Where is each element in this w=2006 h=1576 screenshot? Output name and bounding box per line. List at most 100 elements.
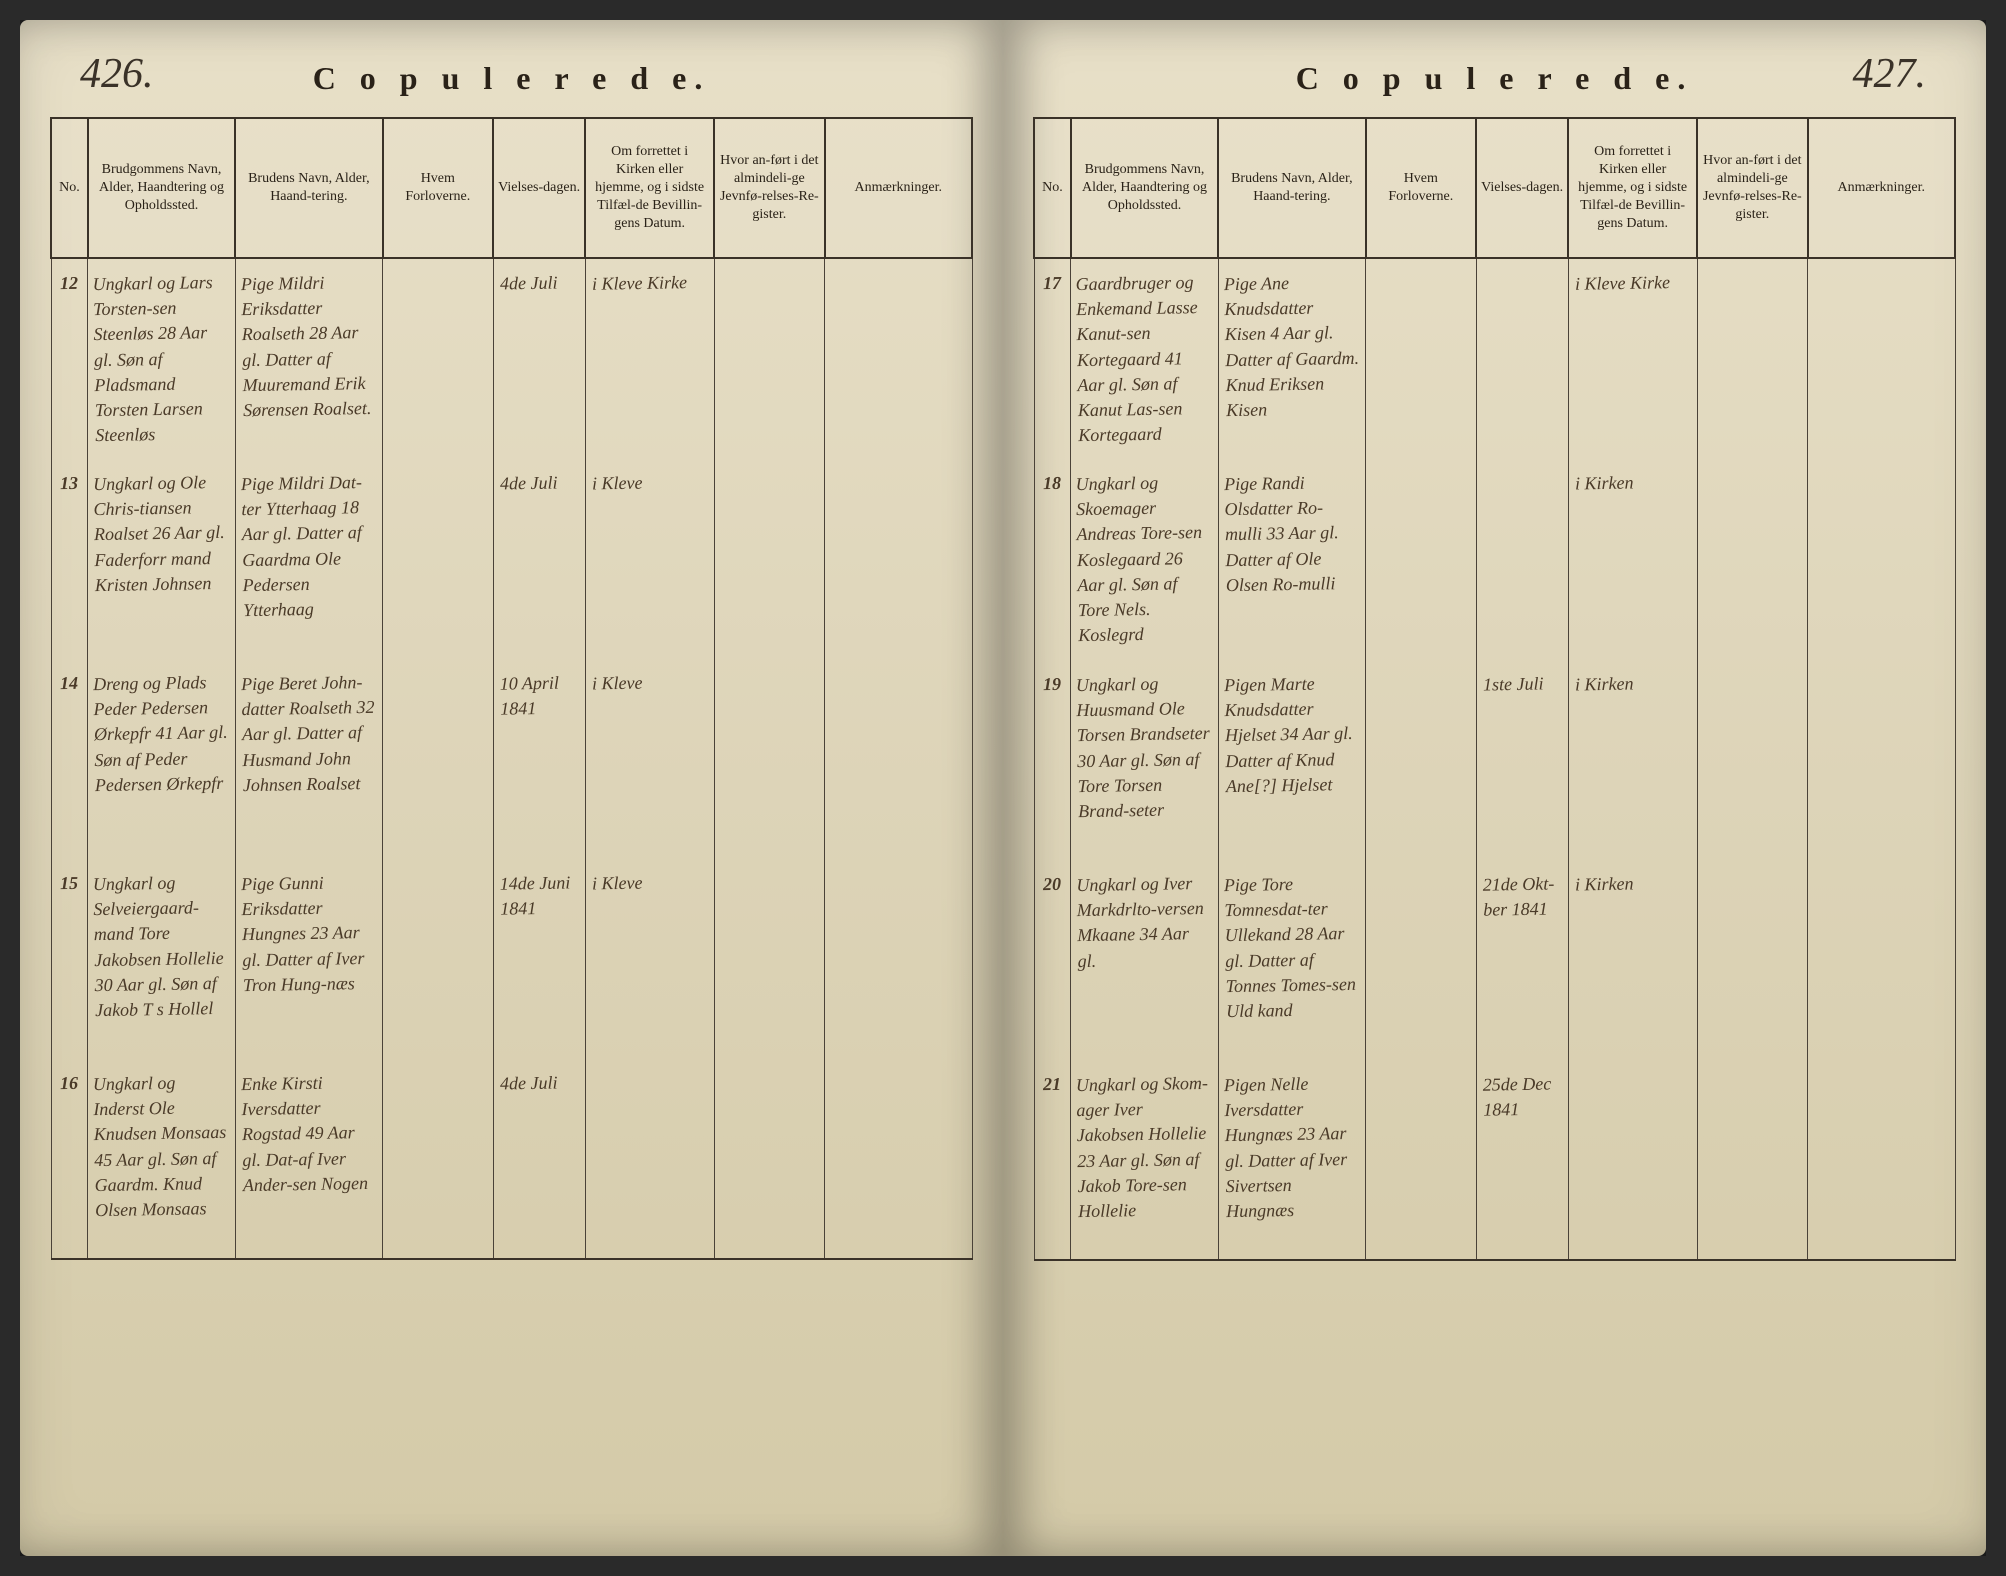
cell-sponsors <box>1366 1060 1477 1260</box>
cell-bride: Pige Ane Knudsdatter Kisen 4 Aar gl. Dat… <box>1218 258 1365 459</box>
cell-bride: Pigen Nelle Iversdatter Hungnæs 23 Aar g… <box>1218 1060 1365 1260</box>
register-row: 14Dreng og Plads Peder Pedersen Ørkepfr … <box>51 659 972 859</box>
cell-date: 1ste Juli <box>1476 660 1568 860</box>
cell-no: 12 <box>51 258 88 459</box>
cell-church: i Kirken <box>1568 459 1697 659</box>
left-page: 426. C o p u l e r e d e. No. Brudgommen… <box>20 20 1003 1556</box>
cell-no: 17 <box>1034 258 1071 459</box>
header-bride: Brudens Navn, Alder, Haand-tering. <box>235 118 382 258</box>
header-sponsors: Hvem Forloverne. <box>383 118 494 258</box>
cell-no: 16 <box>51 1059 88 1259</box>
header-notes: Anmærkninger. <box>825 118 972 258</box>
cell-sponsors <box>1366 660 1477 860</box>
header-groom: Brudgommens Navn, Alder, Haandtering og … <box>88 118 235 258</box>
header-date: Vielses-dagen. <box>1476 118 1568 258</box>
page-title-left: C o p u l e r e d e. <box>50 60 973 97</box>
page-number-left: 426. <box>80 50 154 98</box>
cell-no: 15 <box>51 859 88 1059</box>
header-groom: Brudgommens Navn, Alder, Haandtering og … <box>1071 118 1218 258</box>
cell-notes <box>1808 860 1955 1060</box>
cell-notes <box>825 459 972 659</box>
cell-groom: Dreng og Plads Peder Pedersen Ørkepfr 41… <box>88 659 235 859</box>
cell-church: i Kirken <box>1568 860 1697 1060</box>
header-date: Vielses-dagen. <box>493 118 585 258</box>
cell-bride: Enke Kirsti Iversdatter Rogstad 49 Aar g… <box>235 1059 382 1259</box>
cell-no: 20 <box>1034 860 1071 1060</box>
cell-sponsors <box>383 859 494 1059</box>
header-bride: Brudens Navn, Alder, Haand-tering. <box>1218 118 1365 258</box>
cell-date: 25de Dec 1841 <box>1476 1060 1568 1260</box>
header-reference: Hvor an-ført i det almindeli-ge Jevnfø-r… <box>714 118 825 258</box>
cell-groom: Ungkarl og Inderst Ole Knudsen Monsaas 4… <box>88 1059 235 1259</box>
cell-date: 14de Juni 1841 <box>493 859 585 1059</box>
cell-notes <box>1808 660 1955 860</box>
register-row: 19Ungkarl og Huusmand Ole Torsen Brandse… <box>1034 660 1955 860</box>
cell-reference <box>714 1059 825 1259</box>
cell-groom: Gaardbruger og Enkemand Lasse Kanut-sen … <box>1071 258 1218 459</box>
header-sponsors: Hvem Forloverne. <box>1366 118 1477 258</box>
header-no: No. <box>51 118 88 258</box>
cell-reference <box>1697 459 1808 659</box>
cell-groom: Ungkarl og Ole Chris-tiansen Roalset 26 … <box>88 459 235 659</box>
cell-notes <box>825 859 972 1059</box>
cell-notes <box>1808 1060 1955 1260</box>
cell-sponsors <box>1366 860 1477 1060</box>
cell-reference <box>714 459 825 659</box>
cell-church <box>1568 1060 1697 1260</box>
cell-notes <box>825 258 972 459</box>
cell-reference <box>1697 1060 1808 1260</box>
cell-sponsors <box>383 258 494 459</box>
header-notes: Anmærkninger. <box>1808 118 1955 258</box>
register-row: 16Ungkarl og Inderst Ole Knudsen Monsaas… <box>51 1059 972 1259</box>
cell-notes <box>825 659 972 859</box>
page-number-right: 427. <box>1853 50 1927 98</box>
cell-groom: Ungkarl og Iver Markdrlto-versen Mkaane … <box>1071 860 1218 1060</box>
cell-no: 21 <box>1034 1060 1071 1260</box>
cell-bride: Pige Mildri Dat-ter Ytterhaag 18 Aar gl.… <box>235 459 382 659</box>
header-reference: Hvor an-ført i det almindeli-ge Jevnfø-r… <box>1697 118 1808 258</box>
cell-sponsors <box>1366 258 1477 459</box>
cell-church: i Kleve Kirke <box>585 258 714 459</box>
cell-notes <box>825 1059 972 1259</box>
cell-church: i Kleve <box>585 659 714 859</box>
header-church: Om forrettet i Kirken eller hjemme, og i… <box>1568 118 1697 258</box>
cell-bride: Pige Gunni Eriksdatter Hungnes 23 Aar gl… <box>235 859 382 1059</box>
cell-bride: Pige Tore Tomnesdat-ter Ullekand 28 Aar … <box>1218 860 1365 1060</box>
register-row: 21Ungkarl og Skom-ager Iver Jakobsen Hol… <box>1034 1060 1955 1260</box>
cell-sponsors <box>383 459 494 659</box>
marriage-register-left: No. Brudgommens Navn, Alder, Haandtering… <box>50 117 973 1260</box>
cell-date: 10 April 1841 <box>493 659 585 859</box>
cell-date: 21de Okt-ber 1841 <box>1476 860 1568 1060</box>
cell-date <box>1476 459 1568 659</box>
register-row: 13Ungkarl og Ole Chris-tiansen Roalset 2… <box>51 459 972 659</box>
page-title-right: C o p u l e r e d e. <box>1033 60 1956 97</box>
cell-church: i Kleve Kirke <box>1568 258 1697 459</box>
cell-church: i Kleve <box>585 459 714 659</box>
marriage-register-right: No. Brudgommens Navn, Alder, Haandtering… <box>1033 117 1956 1261</box>
cell-church: i Kleve <box>585 859 714 1059</box>
cell-groom: Ungkarl og Selveiergaard-mand Tore Jakob… <box>88 859 235 1059</box>
cell-date <box>1476 258 1568 459</box>
cell-groom: Ungkarl og Skoemager Andreas Tore-sen Ko… <box>1071 459 1218 659</box>
cell-date: 4de Juli <box>493 1059 585 1259</box>
cell-groom: Ungkarl og Huusmand Ole Torsen Brandsete… <box>1071 660 1218 860</box>
cell-reference <box>714 659 825 859</box>
cell-groom: Ungkarl og Lars Torsten-sen Steenløs 28 … <box>88 258 235 459</box>
cell-no: 13 <box>51 459 88 659</box>
cell-reference <box>714 859 825 1059</box>
register-row: 18Ungkarl og Skoemager Andreas Tore-sen … <box>1034 459 1955 659</box>
cell-no: 19 <box>1034 660 1071 860</box>
cell-sponsors <box>383 1059 494 1259</box>
cell-notes <box>1808 459 1955 659</box>
cell-no: 14 <box>51 659 88 859</box>
header-no: No. <box>1034 118 1071 258</box>
register-row: 17Gaardbruger og Enkemand Lasse Kanut-se… <box>1034 258 1955 459</box>
church-register-book: 426. C o p u l e r e d e. No. Brudgommen… <box>20 20 1986 1556</box>
cell-reference <box>1697 258 1808 459</box>
cell-bride: Pigen Marte Knudsdatter Hjelset 34 Aar g… <box>1218 660 1365 860</box>
cell-bride: Pige Beret John-datter Roalseth 32 Aar g… <box>235 659 382 859</box>
cell-no: 18 <box>1034 459 1071 659</box>
cell-groom: Ungkarl og Skom-ager Iver Jakobsen Holle… <box>1071 1060 1218 1260</box>
register-row: 12Ungkarl og Lars Torsten-sen Steenløs 2… <box>51 258 972 459</box>
cell-sponsors <box>383 659 494 859</box>
